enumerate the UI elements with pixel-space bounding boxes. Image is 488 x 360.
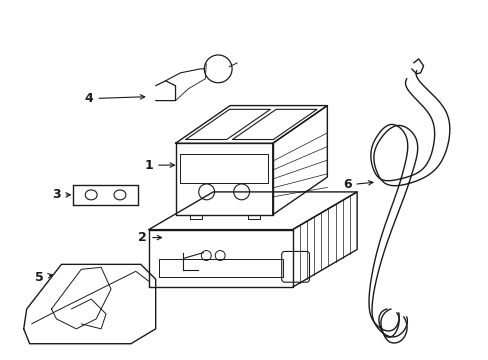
Text: 6: 6: [342, 179, 372, 192]
Text: 1: 1: [144, 159, 174, 172]
Text: 2: 2: [138, 231, 161, 244]
Text: 5: 5: [35, 271, 52, 284]
Text: 3: 3: [52, 188, 70, 201]
Text: 4: 4: [84, 92, 144, 105]
